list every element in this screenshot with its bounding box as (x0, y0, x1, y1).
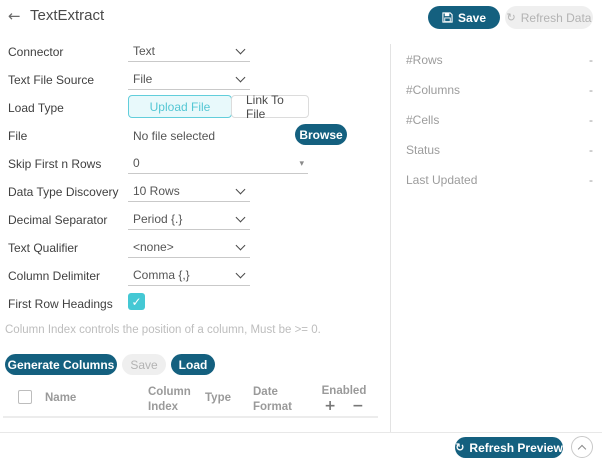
columns-stat-value: - (589, 83, 593, 97)
link-to-file-option[interactable]: Link To File (231, 93, 309, 121)
add-column-icon[interactable]: + (324, 398, 336, 414)
status-stat-value: - (589, 143, 593, 157)
text-file-source-label: Text File Source (8, 73, 95, 87)
text-file-source-select[interactable]: File (128, 68, 250, 90)
first-row-headings-label: First Row Headings (8, 297, 113, 311)
file-label: File (8, 129, 28, 143)
check-icon: ✓ (131, 294, 142, 309)
text-qualifier-value: <none> (133, 240, 174, 254)
cells-stat: #Cells - (391, 104, 602, 134)
decimal-separator-row: Decimal Separator Period {.} (0, 206, 390, 234)
generate-columns-button[interactable]: Generate Columns (5, 354, 117, 375)
connector-label: Connector (8, 45, 64, 59)
name-column-header: Name (45, 392, 77, 404)
skip-first-n-rows-value: 0 (133, 156, 140, 170)
cells-stat-value: - (589, 113, 593, 127)
connector-settings-form: Connector Text Text File Source File Loa… (0, 38, 390, 424)
enabled-header-label: Enabled (321, 385, 367, 397)
top-bar: ← TextExtract Save ↻ Refresh Data (0, 0, 602, 38)
save-button-label: Save (457, 10, 487, 25)
load-button[interactable]: Load (171, 354, 215, 375)
floppy-save-icon (442, 12, 453, 23)
column-index-header: Column Index (148, 386, 191, 413)
refresh-preview-label: Refresh Preview (469, 440, 563, 455)
date-format-header: Date Format (253, 386, 292, 413)
upload-file-option[interactable]: Upload File (128, 95, 232, 118)
columns-table-header-row: Name Column Index Type Date Format Enabl… (0, 384, 390, 424)
connector-row: Connector Text (0, 38, 390, 66)
page-title: TextExtract (30, 7, 105, 24)
file-row: File No file selected Browse (0, 122, 390, 150)
refresh-data-label: Refresh Data (520, 10, 592, 25)
first-row-headings-checkbox[interactable]: ✓ (128, 293, 145, 310)
chevron-down-icon (235, 212, 246, 223)
collapse-panel-button[interactable] (571, 436, 593, 458)
skip-first-n-rows-input[interactable]: 0 ▾ (128, 152, 308, 174)
refresh-icon: ↻ (455, 441, 465, 454)
first-row-headings-row: First Row Headings ✓ (0, 290, 390, 322)
status-stat: Status - (391, 134, 602, 164)
rows-stat: #Rows - (391, 44, 602, 74)
file-selected-value: No file selected (133, 129, 216, 143)
load-type-label: Load Type (8, 101, 64, 115)
remove-column-icon[interactable]: − (352, 398, 364, 414)
columns-table-header: Name Column Index Type Date Format Enabl… (3, 384, 378, 418)
chevron-down-icon (235, 44, 246, 55)
save-button[interactable]: Save (428, 6, 500, 29)
footer-bar: ↻ Refresh Preview (0, 432, 602, 458)
last-updated-stat-value: - (589, 173, 593, 187)
refresh-data-button[interactable]: ↻ Refresh Data (505, 6, 593, 29)
refresh-icon: ↻ (506, 11, 516, 24)
connector-value: Text (133, 44, 156, 58)
chevron-down-icon (235, 72, 246, 83)
chevron-up-icon (577, 444, 587, 454)
columns-stat: #Columns - (391, 74, 602, 104)
cells-stat-label: #Cells (406, 113, 440, 127)
data-summary-panel: #Rows - #Columns - #Cells - Status - Las… (390, 44, 602, 432)
connector-select[interactable]: Text (128, 40, 250, 62)
text-qualifier-row: Text Qualifier <none> (0, 234, 390, 262)
column-delimiter-label: Column Delimiter (8, 269, 101, 283)
text-file-source-row: Text File Source File (0, 66, 390, 94)
columns-stat-label: #Columns (406, 83, 461, 97)
text-file-source-value: File (133, 72, 153, 86)
data-type-discovery-label: Data Type Discovery (8, 185, 119, 199)
last-updated-stat: Last Updated - (391, 164, 602, 194)
data-type-discovery-row: Data Type Discovery 10 Rows (0, 178, 390, 206)
decimal-separator-value: Period {.} (133, 212, 183, 226)
caret-down-icon: ▾ (299, 158, 304, 168)
last-updated-stat-label: Last Updated (406, 173, 478, 187)
columns-save-button[interactable]: Save (122, 354, 166, 375)
column-index-hint: Column Index controls the position of a … (5, 324, 321, 336)
chevron-down-icon (235, 184, 246, 195)
skip-first-n-rows-row: Skip First n Rows 0 ▾ (0, 150, 390, 178)
select-all-checkbox[interactable] (18, 390, 32, 404)
data-type-discovery-select[interactable]: 10 Rows (128, 180, 250, 202)
column-delimiter-select[interactable]: Comma {,} (128, 264, 250, 286)
column-delimiter-value: Comma {,} (133, 268, 190, 282)
column-actions-row: Generate Columns Save Load (0, 354, 390, 384)
load-type-toggle: Upload File Link To File (128, 93, 309, 121)
browse-button[interactable]: Browse (295, 124, 347, 145)
text-qualifier-label: Text Qualifier (8, 241, 79, 255)
decimal-separator-select[interactable]: Period {.} (128, 208, 250, 230)
type-column-header: Type (205, 392, 231, 404)
refresh-preview-button[interactable]: ↻ Refresh Preview (455, 437, 563, 458)
rows-stat-value: - (589, 53, 593, 67)
enabled-column-header: Enabled + − (315, 385, 373, 413)
back-button[interactable]: ← (8, 7, 21, 25)
hint-row: Column Index controls the position of a … (0, 324, 390, 352)
chevron-down-icon (235, 240, 246, 251)
text-qualifier-select[interactable]: <none> (128, 236, 250, 258)
skip-first-n-rows-label: Skip First n Rows (8, 157, 102, 171)
load-type-row: Load Type Upload File Link To File (0, 93, 390, 122)
status-stat-label: Status (406, 143, 441, 157)
data-type-discovery-value: 10 Rows (133, 184, 180, 198)
rows-stat-label: #Rows (406, 53, 443, 67)
chevron-down-icon (235, 268, 246, 279)
column-delimiter-row: Column Delimiter Comma {,} (0, 262, 390, 290)
decimal-separator-label: Decimal Separator (8, 213, 108, 227)
